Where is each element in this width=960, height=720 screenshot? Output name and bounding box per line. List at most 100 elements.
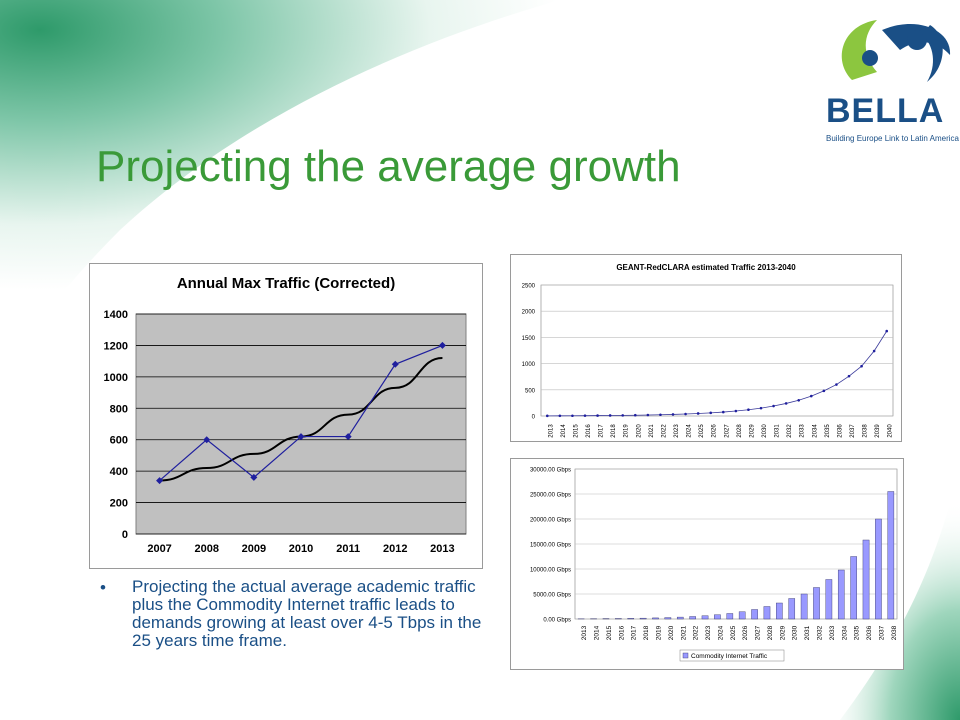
- y-tick-label: 0: [532, 415, 536, 421]
- data-point: [822, 389, 826, 393]
- x-tick-label: 2014: [594, 625, 601, 640]
- bar: [689, 616, 696, 620]
- x-tick-label: 2025: [699, 424, 705, 438]
- x-tick-label: 2027: [724, 424, 730, 438]
- y-tick-label: 200: [110, 498, 128, 510]
- plot-area: [135, 313, 467, 535]
- x-tick-label: 2022: [693, 625, 700, 640]
- data-point: [872, 349, 876, 353]
- x-tick-label: 2020: [668, 625, 675, 640]
- y-tick-label: 30000.00 Gbps: [530, 468, 571, 474]
- x-tick-label: 2033: [829, 625, 836, 640]
- bar: [726, 613, 734, 620]
- data-point: [784, 402, 788, 405]
- data-point: [747, 408, 750, 412]
- bar: [875, 518, 882, 620]
- data-point: [545, 414, 549, 418]
- y-tick-label: 10000.00 Gbps: [530, 568, 571, 574]
- commodity-traffic-chart: 0.00 Gbps 5000.00 Gbps 10000.00 Gbps 15000.…: [510, 458, 904, 670]
- x-tick-label: 2024: [717, 625, 724, 640]
- bar: [627, 618, 635, 620]
- logo-green-swoosh: [841, 20, 877, 80]
- bar: [862, 539, 870, 620]
- series-line: [547, 330, 888, 417]
- data-point: [250, 473, 258, 481]
- y-tick-label: 25000.00 Gbps: [530, 493, 571, 499]
- data-point: [583, 414, 587, 417]
- x-tick-label: 2039: [875, 424, 881, 438]
- x-tick-label: 2040: [888, 424, 894, 438]
- bella-logo: [841, 20, 951, 82]
- x-tick-label: 2030: [792, 625, 799, 640]
- y-tick-label: 1400: [104, 309, 128, 321]
- bar: [751, 609, 758, 620]
- bullet-text: Projecting the actual average academic t…: [132, 577, 482, 650]
- data-point: [721, 410, 725, 414]
- x-tick-label: 2034: [812, 424, 818, 438]
- x-tick-label: 2029: [779, 625, 786, 640]
- chart-title: Annual Max Traffic (Corrected): [177, 275, 395, 292]
- data-point: [646, 413, 650, 417]
- data-point: [391, 360, 399, 368]
- legend-swatch: [682, 652, 689, 659]
- x-tick-label: 2033: [800, 424, 806, 438]
- x-tick-label: 2035: [825, 424, 831, 438]
- data-point: [835, 383, 838, 386]
- y-tick-label: 1500: [522, 336, 536, 342]
- data-point: [203, 436, 211, 444]
- x-tick-label: 2032: [817, 625, 824, 640]
- x-tick-label: 2023: [674, 424, 680, 438]
- estimated-traffic-svg: GEANT-RedCLARA estimated Traffic 2013-20…: [522, 263, 894, 438]
- x-tick-label: 2031: [804, 625, 811, 640]
- x-tick-label: 2019: [624, 424, 630, 438]
- x-tick-label: 2008: [194, 543, 218, 555]
- chart-title: GEANT-RedCLARA estimated Traffic 2013-20…: [616, 263, 796, 272]
- y-tick-label: 5000.00 Gbps: [533, 593, 571, 599]
- x-tick-label: 2038: [863, 424, 869, 438]
- x-tick-label: 2038: [891, 625, 898, 640]
- data-point: [797, 398, 801, 402]
- x-tick-label: 2032: [787, 424, 793, 438]
- x-tick-label: 2021: [649, 424, 655, 438]
- logo-wordmark: BELLA: [826, 92, 945, 130]
- bar: [676, 616, 684, 620]
- bar: [837, 569, 845, 620]
- plot-area: [540, 284, 894, 417]
- bar: [825, 579, 833, 620]
- y-tick-label: 2500: [522, 284, 536, 290]
- x-tick-label: 2029: [749, 424, 755, 438]
- bar: [813, 587, 820, 620]
- data-point: [809, 394, 813, 398]
- x-tick-label: 2028: [767, 625, 774, 640]
- bar: [738, 611, 746, 620]
- data-point: [344, 433, 352, 441]
- x-tick-label: 2016: [586, 424, 592, 438]
- x-tick-label: 2037: [850, 424, 856, 438]
- x-tick-label: 2018: [643, 625, 650, 640]
- x-tick-label: 2026: [742, 625, 749, 640]
- y-tick-label: 800: [110, 403, 128, 415]
- bar: [615, 618, 622, 620]
- bar: [664, 617, 672, 620]
- legend-box: [679, 649, 785, 662]
- x-tick-label: 2027: [755, 625, 762, 640]
- x-tick-label: 2015: [606, 625, 613, 640]
- x-tick-label: 2017: [631, 625, 638, 640]
- data-point: [860, 364, 863, 368]
- x-tick-label: 2007: [147, 543, 171, 555]
- estimated-traffic-chart: GEANT-RedCLARA estimated Traffic 2013-20…: [510, 254, 902, 442]
- data-point: [696, 412, 700, 415]
- y-tick-label: 15000.00 Gbps: [530, 543, 571, 549]
- x-tick-label: 2022: [661, 424, 667, 438]
- data-point: [596, 414, 599, 417]
- annual-max-traffic-chart: Annual Max Traffic (Corrected) 0 200 400 600…: [89, 263, 483, 569]
- y-tick-label: 1200: [104, 340, 128, 352]
- y-tick-label: 600: [110, 435, 128, 447]
- y-tick-label: 0: [122, 529, 128, 541]
- x-tick-label: 2025: [730, 625, 737, 640]
- y-tick-label: 1000: [522, 362, 536, 368]
- x-tick-label: 2013: [430, 543, 454, 555]
- data-point: [772, 404, 775, 408]
- x-tick-label: 2017: [599, 424, 605, 438]
- data-point: [438, 341, 446, 349]
